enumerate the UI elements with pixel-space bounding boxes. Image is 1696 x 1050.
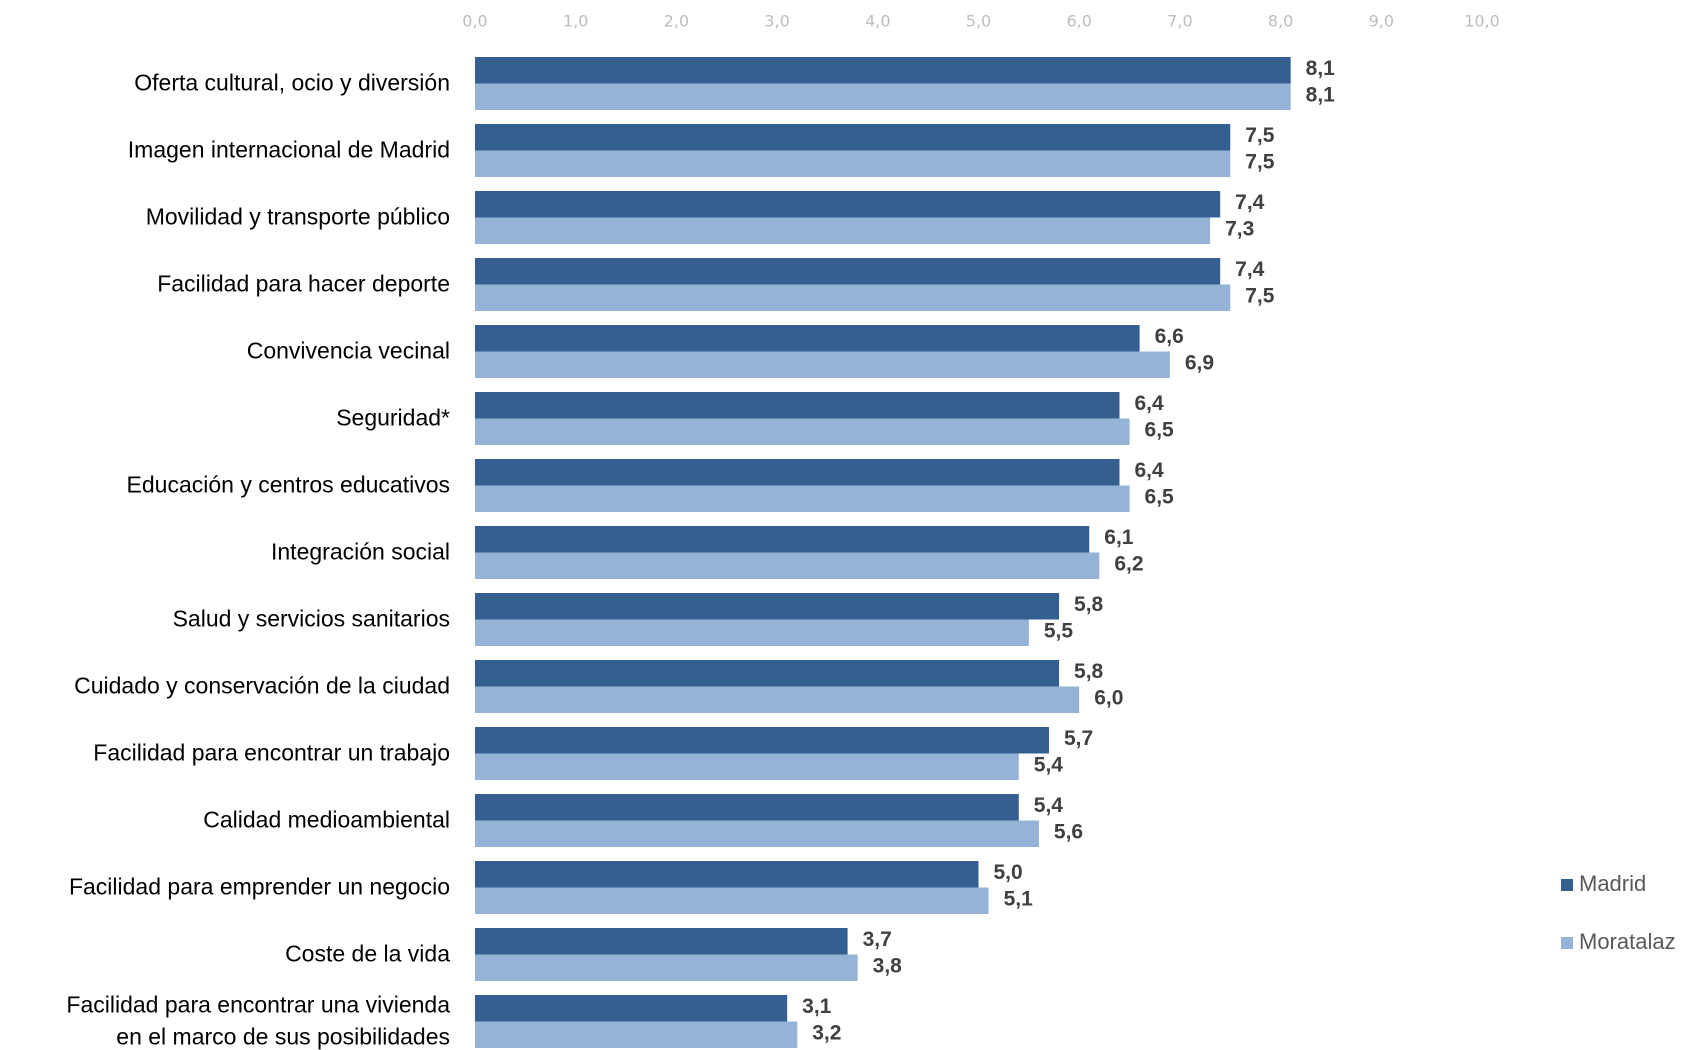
category-label: Calidad medioambiental [203,807,450,833]
category-label: Educación y centros educativos [127,472,450,498]
bar [475,794,1019,821]
x-tick-label: 0,0 [462,12,487,31]
legend-swatch [1561,879,1573,891]
value-label: 7,5 [1245,124,1275,147]
bar [475,861,979,888]
x-tick-label: 10,0 [1464,12,1500,31]
bar [475,485,1130,512]
value-label: 6,5 [1145,418,1175,441]
bar [475,418,1130,445]
value-label: 6,0 [1094,686,1123,709]
category-label: Coste de la vida [285,941,450,967]
value-label: 3,1 [802,995,832,1018]
value-label: 5,0 [994,861,1023,884]
bar [475,526,1090,553]
value-label: 8,1 [1306,83,1336,106]
bar [475,686,1080,713]
value-label: 5,1 [1004,887,1034,910]
bar [475,325,1140,352]
value-label: 7,4 [1235,191,1265,214]
x-tick-label: 5,0 [966,12,991,31]
value-label: 3,7 [863,928,892,951]
value-label: 3,2 [812,1021,841,1044]
value-label: 5,6 [1054,820,1083,843]
bar [475,284,1231,311]
bar [475,83,1291,110]
value-label: 6,6 [1155,325,1184,348]
x-tick-label: 9,0 [1369,12,1394,31]
category-label: Seguridad* [336,405,450,431]
bar [475,1021,798,1048]
x-tick-label: 8,0 [1268,12,1293,31]
value-label: 7,5 [1245,150,1275,173]
value-label: 7,3 [1225,217,1254,240]
x-tick-label: 7,0 [1167,12,1192,31]
category-label: Imagen internacional de Madrid [128,137,450,163]
category-label: Movilidad y transporte público [146,204,450,230]
value-label: 8,1 [1306,57,1336,80]
value-label: 5,5 [1044,619,1074,642]
bar [475,727,1049,754]
bar [475,124,1231,151]
category-label: Facilidad para hacer deporte [157,271,450,297]
bar [475,57,1291,84]
bar [475,887,989,914]
value-label: 6,1 [1104,526,1134,549]
bar [475,753,1019,780]
x-tick-label: 6,0 [1066,12,1091,31]
value-label: 6,4 [1134,459,1164,482]
bar [475,619,1029,646]
bar [475,660,1060,687]
value-label: 7,5 [1245,284,1275,307]
x-tick-label: 1,0 [563,12,588,31]
bar [475,150,1231,177]
category-label: Facilidad para emprender un negocio [69,874,450,900]
legend-label: Moratalaz [1579,929,1676,954]
bar [475,459,1120,486]
bar [475,217,1211,244]
value-label: 5,4 [1034,794,1064,817]
category-label: Salud y servicios sanitarios [173,606,450,632]
value-label: 3,8 [873,954,903,977]
bar [475,392,1120,419]
category-label: Oferta cultural, ocio y diversión [134,70,450,96]
x-tick-label: 4,0 [865,12,890,31]
category-label: Integración social [271,539,450,565]
bar [475,191,1221,218]
value-label: 6,2 [1114,552,1143,575]
bar [475,351,1170,378]
bar [475,954,858,981]
legend-swatch [1561,937,1573,949]
bar [475,820,1039,847]
bar [475,258,1221,285]
category-label: Facilidad para encontrar un trabajo [93,740,450,766]
category-label: Convivencia vecinal [247,338,450,364]
bar [475,928,848,955]
category-label: Cuidado y conservación de la ciudad [74,673,450,699]
value-label: 5,4 [1034,753,1064,776]
value-label: 6,9 [1185,351,1214,374]
bar [475,593,1060,620]
bar [475,552,1100,579]
value-label: 7,4 [1235,258,1265,281]
x-tick-label: 2,0 [664,12,689,31]
legend-label: Madrid [1579,871,1646,896]
value-label: 5,8 [1074,593,1104,616]
bar [475,995,788,1022]
value-label: 5,7 [1064,727,1093,750]
value-label: 5,8 [1074,660,1104,683]
value-label: 6,4 [1134,392,1164,415]
value-label: 6,5 [1145,485,1175,508]
category-label: Facilidad para encontrar una vivienda en … [66,992,450,1050]
x-tick-label: 3,0 [764,12,789,31]
